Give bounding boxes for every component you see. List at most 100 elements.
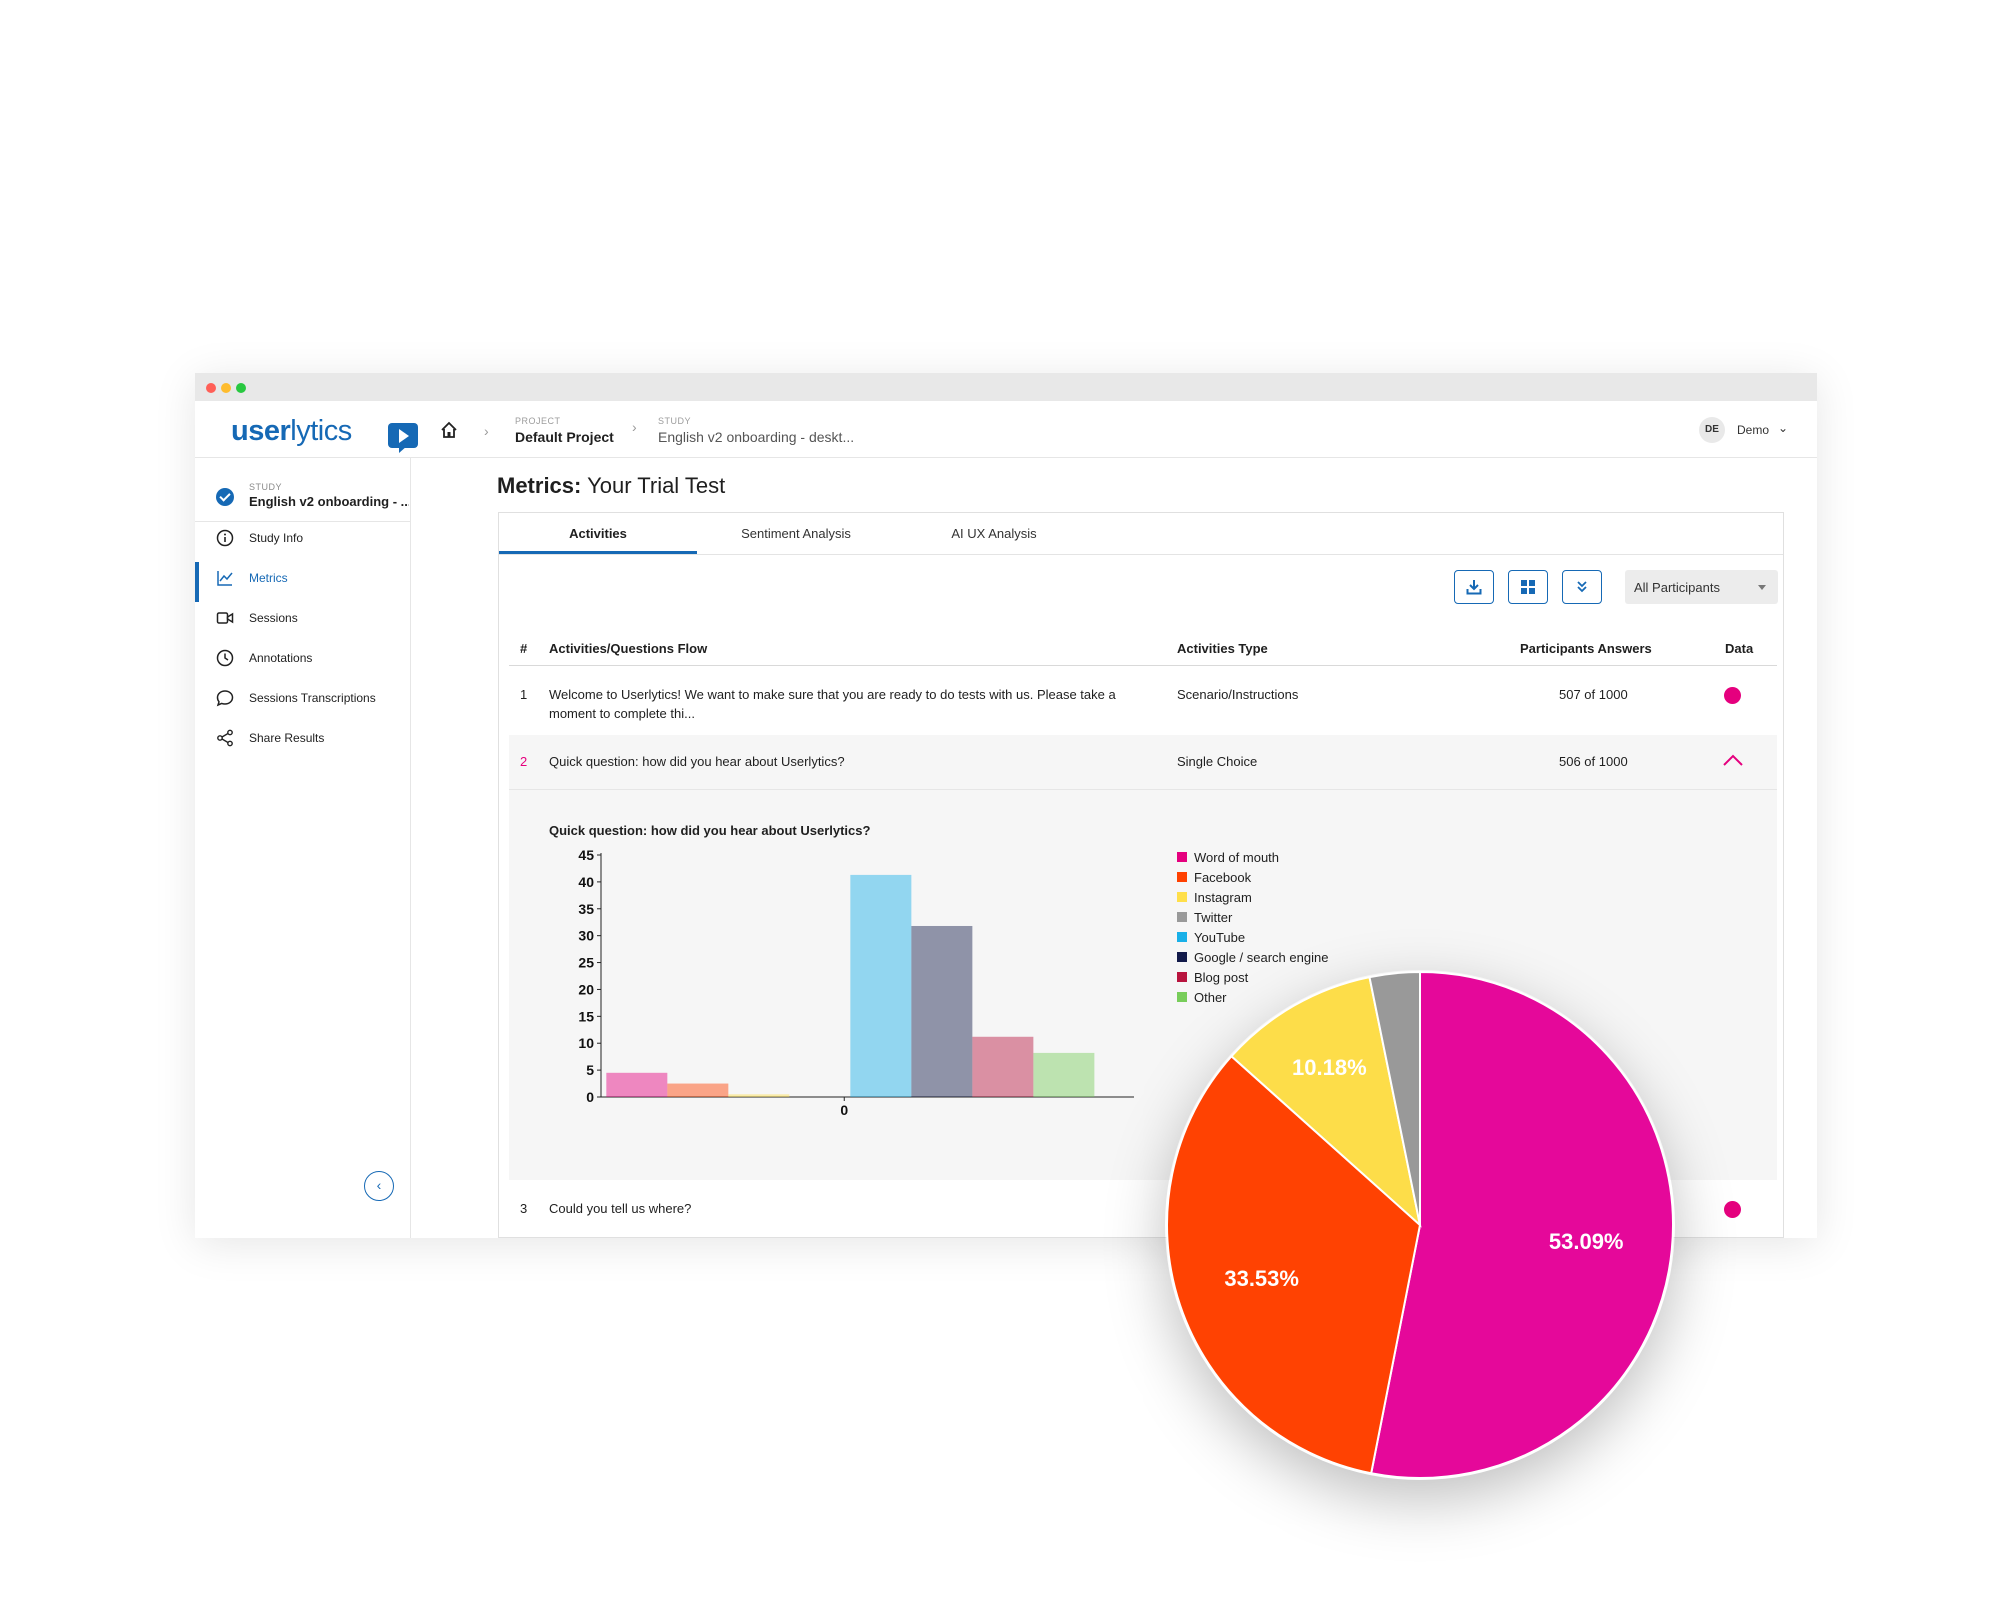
sidebar-item-sessions-transcriptions[interactable]: Sessions Transcriptions bbox=[195, 682, 411, 714]
pie-chart: 53.09% 33.53% 10.18% bbox=[1166, 970, 1674, 1479]
window-titlebar bbox=[195, 373, 1817, 401]
legend-label: Twitter bbox=[1194, 910, 1233, 925]
download-icon bbox=[1466, 580, 1482, 595]
column-header-number: # bbox=[520, 641, 528, 656]
participants-select[interactable]: All Participants bbox=[1625, 570, 1778, 604]
expand-all-button[interactable] bbox=[1562, 570, 1602, 604]
double-chevron-down-icon bbox=[1577, 581, 1587, 593]
pie-slice bbox=[1370, 970, 1674, 1479]
sidebar-item-share-results[interactable]: Share Results bbox=[195, 722, 411, 754]
chevron-left-icon: ‹ bbox=[376, 1177, 382, 1193]
legend-label: Word of mouth bbox=[1194, 850, 1280, 865]
breadcrumb-chevron-icon: › bbox=[632, 419, 637, 435]
tab-activities[interactable]: Activities bbox=[499, 513, 697, 554]
tab-sentiment-analysis[interactable]: Sentiment Analysis bbox=[741, 526, 851, 541]
caret-down-icon bbox=[1758, 585, 1766, 590]
chat-bubble-icon bbox=[216, 690, 234, 707]
legend-swatch bbox=[1177, 872, 1187, 882]
close-window-icon[interactable] bbox=[206, 383, 216, 393]
download-button[interactable] bbox=[1454, 570, 1494, 604]
column-header-data: Data bbox=[1725, 641, 1754, 656]
bar-blog-post bbox=[972, 1036, 1034, 1097]
row-question: Welcome to Userlytics! We want to make s… bbox=[549, 687, 1116, 721]
minimize-window-icon[interactable] bbox=[221, 383, 231, 393]
row-number: 2 bbox=[520, 754, 528, 769]
logo-tail-icon bbox=[399, 446, 407, 453]
legend-swatch bbox=[1177, 932, 1187, 942]
row-answers: 507 of 1000 bbox=[1559, 687, 1628, 702]
data-dot-button[interactable] bbox=[1724, 687, 1741, 704]
video-icon bbox=[216, 612, 234, 624]
bar-chart: 0 5 10 15 20 25 30 35 40 45 0 bbox=[578, 847, 1134, 1118]
tab-ai-ux-analysis[interactable]: AI UX Analysis bbox=[951, 526, 1037, 541]
bar-chart-title: Quick question: how did you hear about U… bbox=[549, 823, 871, 838]
bar-youtube bbox=[850, 874, 912, 1097]
check-circle-icon bbox=[216, 488, 234, 506]
data-dot-button[interactable] bbox=[1724, 1201, 1741, 1218]
row-type: Single Choice bbox=[1177, 754, 1258, 769]
legend-label: YouTube bbox=[1194, 930, 1246, 945]
row-type: Scenario/Instructions bbox=[1177, 687, 1299, 702]
y-tick-label: 45 bbox=[578, 847, 594, 863]
chevron-down-icon[interactable]: ⌄ bbox=[1778, 421, 1789, 435]
row-number: 1 bbox=[520, 687, 528, 702]
y-tick-label: 25 bbox=[578, 955, 594, 971]
breadcrumb-study[interactable]: English v2 onboarding - deskt... bbox=[658, 429, 855, 445]
legend-label: Google / search engine bbox=[1194, 950, 1329, 965]
participants-select-value: All Participants bbox=[1634, 580, 1720, 595]
legend-swatch bbox=[1177, 912, 1187, 922]
logo-play-icon bbox=[388, 423, 418, 448]
sidebar-study-name[interactable]: English v2 onboarding - ... bbox=[249, 494, 409, 509]
pie-slice bbox=[1368, 970, 1421, 1226]
grid-view-button[interactable] bbox=[1508, 570, 1548, 604]
bar-word-of-mouth bbox=[606, 1072, 668, 1097]
chevron-up-icon[interactable] bbox=[1722, 753, 1744, 767]
pie-slice-label: 33.53% bbox=[1224, 1266, 1299, 1291]
y-tick-label: 35 bbox=[578, 901, 594, 917]
user-name[interactable]: Demo bbox=[1737, 423, 1770, 437]
page-title-rest: Your Trial Test bbox=[581, 473, 726, 498]
sidebar-item-study-info[interactable]: Study Info bbox=[195, 522, 411, 554]
sidebar-item-sessions[interactable]: Sessions bbox=[195, 602, 411, 634]
y-tick-label: 0 bbox=[586, 1089, 594, 1105]
bar-other bbox=[1033, 1052, 1095, 1097]
tabs-divider bbox=[499, 554, 1783, 555]
breadcrumb-chevron-icon: › bbox=[484, 423, 489, 439]
home-icon[interactable] bbox=[440, 421, 458, 439]
pie-slice-label: 53.09% bbox=[1549, 1229, 1624, 1254]
sidebar-item-label: Share Results bbox=[249, 731, 325, 745]
y-tick-label: 15 bbox=[578, 1008, 594, 1024]
sidebar: STUDY English v2 onboarding - ... Study … bbox=[195, 458, 411, 1238]
sidebar-item-metrics[interactable]: Metrics bbox=[195, 562, 411, 602]
chart-line-icon bbox=[217, 571, 233, 586]
breadcrumb-project[interactable]: Default Project bbox=[515, 429, 614, 445]
bar-facebook bbox=[667, 1083, 729, 1097]
sidebar-item-annotations[interactable]: Annotations bbox=[195, 642, 411, 674]
sidebar-study-label: STUDY bbox=[249, 482, 283, 492]
sidebar-item-label: Sessions Transcriptions bbox=[249, 691, 376, 705]
logo-text-light: lytics bbox=[290, 415, 352, 447]
y-tick-label: 5 bbox=[586, 1062, 594, 1078]
y-tick-label: 30 bbox=[578, 928, 594, 944]
legend-swatch bbox=[1177, 892, 1187, 902]
pie-slice-label: 10.18% bbox=[1292, 1055, 1367, 1080]
collapse-sidebar-button[interactable]: ‹ bbox=[364, 1171, 394, 1201]
user-avatar[interactable]: DE bbox=[1699, 417, 1725, 443]
top-header: userlytics › PROJECT Default Project › S… bbox=[195, 401, 1817, 458]
maximize-window-icon[interactable] bbox=[236, 383, 246, 393]
userlytics-logo[interactable]: userlytics bbox=[231, 415, 418, 453]
column-header-flow: Activities/Questions Flow bbox=[549, 641, 708, 656]
table-header-divider bbox=[509, 665, 1777, 666]
row-question: Could you tell us where? bbox=[549, 1201, 692, 1216]
breadcrumb-project-label: PROJECT bbox=[515, 416, 561, 426]
sidebar-item-label: Study Info bbox=[249, 531, 304, 545]
y-tick-label: 40 bbox=[578, 874, 594, 890]
row-answers: 506 of 1000 bbox=[1559, 754, 1628, 769]
legend-swatch bbox=[1177, 852, 1187, 862]
metrics-card: Activities Sentiment Analysis AI UX Anal… bbox=[498, 512, 1784, 1238]
row-number: 3 bbox=[520, 1201, 528, 1216]
legend-swatch bbox=[1177, 992, 1187, 1002]
sidebar-item-label: Annotations bbox=[249, 651, 313, 665]
info-icon bbox=[216, 529, 234, 547]
column-header-answers: Participants Answers bbox=[1520, 641, 1652, 656]
